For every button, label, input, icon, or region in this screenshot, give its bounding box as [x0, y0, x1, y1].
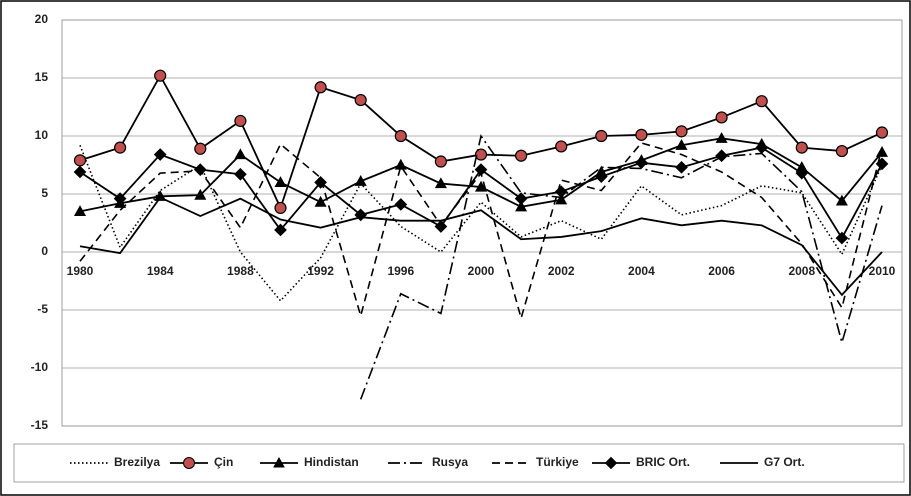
- legend-label: Türkiye: [536, 455, 579, 469]
- legend-label: Çin: [214, 455, 233, 469]
- marker: [675, 160, 688, 174]
- marker: [795, 141, 808, 154]
- series: [359, 134, 883, 400]
- legend-marker: [273, 456, 285, 468]
- marker: [555, 140, 568, 153]
- y-tick-label: 15: [35, 70, 49, 84]
- legend-label: Hindistan: [304, 455, 359, 469]
- marker: [73, 165, 87, 179]
- x-tick-label: 2002: [548, 264, 575, 278]
- x-tick-label: 2004: [628, 264, 655, 278]
- marker: [113, 192, 127, 205]
- marker: [234, 148, 247, 160]
- x-tick-label: 2010: [869, 264, 896, 278]
- marker: [715, 111, 728, 124]
- marker: [354, 175, 367, 186]
- marker: [314, 195, 327, 207]
- y-tick-label: -10: [31, 360, 49, 374]
- marker: [755, 141, 769, 154]
- series: [73, 141, 889, 245]
- marker: [635, 156, 648, 170]
- x-tick-label: 2006: [708, 264, 735, 278]
- marker: [875, 126, 889, 139]
- marker: [715, 132, 728, 143]
- marker: [274, 176, 287, 187]
- marker: [234, 167, 247, 181]
- marker: [514, 149, 528, 162]
- y-tick-label: 0: [41, 244, 48, 258]
- marker: [153, 148, 167, 161]
- marker: [193, 163, 207, 176]
- x-tick-label: 1992: [307, 264, 334, 278]
- marker: [194, 188, 207, 200]
- marker: [434, 220, 448, 233]
- marker: [635, 128, 648, 141]
- marker: [875, 157, 889, 171]
- x-tick-label: 2000: [468, 264, 495, 278]
- series: [79, 196, 883, 297]
- marker: [554, 185, 568, 199]
- series-line: [79, 196, 883, 297]
- marker: [875, 146, 889, 157]
- legend-label: Brezilya: [114, 455, 160, 469]
- marker: [715, 149, 728, 163]
- series-line: [359, 134, 883, 400]
- legend-label: BRIC Ort.: [636, 455, 690, 469]
- marker: [594, 170, 608, 183]
- marker: [314, 176, 327, 189]
- marker: [394, 129, 407, 143]
- marker: [274, 223, 287, 237]
- marker: [394, 198, 408, 211]
- x-tick-label: 1988: [227, 264, 254, 278]
- marker: [474, 180, 488, 192]
- legend-box: [13, 443, 905, 483]
- marker: [675, 139, 688, 150]
- marker: [595, 129, 608, 143]
- legend-label: Rusya: [432, 455, 468, 469]
- marker: [755, 95, 768, 108]
- marker: [795, 166, 809, 180]
- marker: [835, 231, 849, 245]
- y-tick-label: 20: [35, 12, 49, 26]
- y-tick-label: 5: [41, 186, 48, 200]
- marker: [515, 200, 528, 212]
- marker: [675, 125, 688, 138]
- marker: [434, 177, 447, 189]
- series: [73, 69, 889, 215]
- marker: [835, 194, 848, 206]
- marker: [314, 81, 327, 94]
- marker: [555, 193, 568, 205]
- y-tick-label: -5: [37, 302, 48, 316]
- marker: [514, 192, 528, 205]
- x-tick-label: 1984: [147, 264, 174, 278]
- marker: [434, 155, 447, 168]
- x-tick-label: 1996: [387, 264, 414, 278]
- legend-label: G7 Ort.: [764, 455, 805, 469]
- marker: [154, 69, 167, 82]
- x-tick-label: 2008: [788, 264, 815, 278]
- marker: [234, 114, 247, 128]
- y-tick-label: 10: [35, 128, 49, 142]
- marker: [835, 144, 849, 158]
- marker: [474, 163, 488, 176]
- marker: [274, 201, 287, 215]
- marker: [354, 93, 367, 107]
- marker: [73, 154, 87, 167]
- x-tick-label: 1980: [67, 264, 94, 278]
- marker: [194, 142, 207, 155]
- marker: [474, 148, 488, 161]
- series: [73, 132, 889, 216]
- marker: [113, 141, 127, 154]
- legend-marker: [604, 456, 618, 470]
- y-tick-label: -15: [31, 418, 49, 432]
- legend-marker: [183, 457, 195, 469]
- marker: [73, 205, 87, 216]
